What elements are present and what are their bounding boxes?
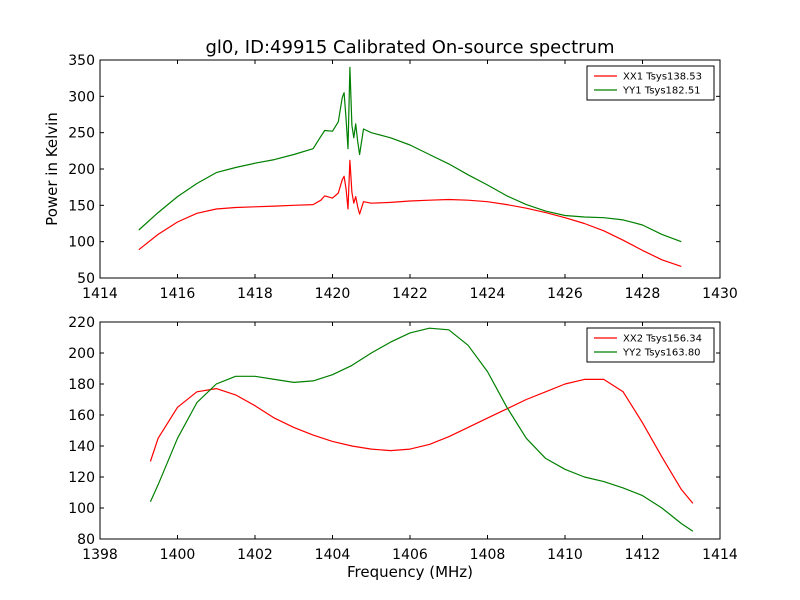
x-tick-label: 1408 (470, 547, 506, 563)
y-tick-label: 180 (68, 377, 95, 393)
x-tick-label: 1412 (625, 547, 661, 563)
y-tick-label: 140 (68, 439, 95, 455)
bottom-plot: 1398 1400 1402 1404 1406 1408 1410 1412 1414 80 10… (68, 315, 738, 581)
series-line-xx2-tsys156-34 (149, 378, 694, 504)
x-tick-label: 1422 (392, 286, 428, 302)
x-tick-label: 1406 (392, 547, 428, 563)
top-plot: 1414 1416 1418 1420 1422 1424 1426 1428 1430 50 10… (43, 53, 738, 302)
legend-entry: XX1 Tsys138.53 (623, 72, 702, 83)
y-axis-label: Power in Kelvin (43, 112, 61, 226)
x-tick-label: 1418 (237, 286, 273, 302)
y-tick-label: 150 (68, 198, 95, 214)
x-tick-label: 1420 (315, 286, 351, 302)
x-tick-label: 1414 (82, 286, 118, 302)
y-tick-label: 50 (77, 271, 95, 287)
series-line-xx1-tsys138-53 (138, 159, 682, 267)
x-tick-label: 1410 (547, 547, 583, 563)
x-tick-label: 1400 (160, 547, 196, 563)
x-tick-label: 1398 (82, 547, 118, 563)
y-tick-label: 300 (68, 89, 95, 105)
y-tick-label: 80 (77, 532, 95, 548)
legend-entry: YY1 Tsys182.51 (622, 86, 701, 97)
y-tick-label: 100 (68, 501, 95, 517)
x-tick-label: 1426 (547, 286, 583, 302)
y-tick-label: 350 (68, 53, 95, 69)
y-tick-label: 200 (68, 346, 95, 362)
legend-box (586, 327, 715, 363)
legend: XX2 Tsys156.34 YY2 Tsys163.80 (586, 327, 715, 363)
y-tick-label: 100 (68, 235, 95, 251)
y-tick-label: 120 (68, 470, 95, 486)
series-line-yy1-tsys182-51 (138, 66, 682, 243)
y-tick-label: 250 (68, 126, 95, 142)
x-axis-label: Frequency (MHz) (347, 563, 473, 581)
y-tick-label: 160 (68, 408, 95, 424)
x-tick-label: 1428 (625, 286, 661, 302)
y-tick-label: 220 (68, 315, 95, 331)
legend-box (586, 65, 715, 101)
x-tick-label: 1416 (160, 286, 196, 302)
legend-entry: YY2 Tsys163.80 (622, 348, 701, 359)
y-tick-label: 200 (68, 162, 95, 178)
x-tick-label: 1404 (315, 547, 351, 563)
x-tick-label: 1402 (237, 547, 273, 563)
x-tick-label: 1424 (470, 286, 506, 302)
figure-title: gl0, ID:49915 Calibrated On-source spect… (205, 37, 614, 58)
series-line-yy2-tsys163-80 (149, 327, 694, 532)
x-tick-label: 1414 (702, 547, 738, 563)
legend-entry: XX2 Tsys156.34 (623, 334, 702, 345)
x-tick-label: 1430 (702, 286, 738, 302)
legend: XX1 Tsys138.53 YY1 Tsys182.51 (586, 65, 715, 101)
